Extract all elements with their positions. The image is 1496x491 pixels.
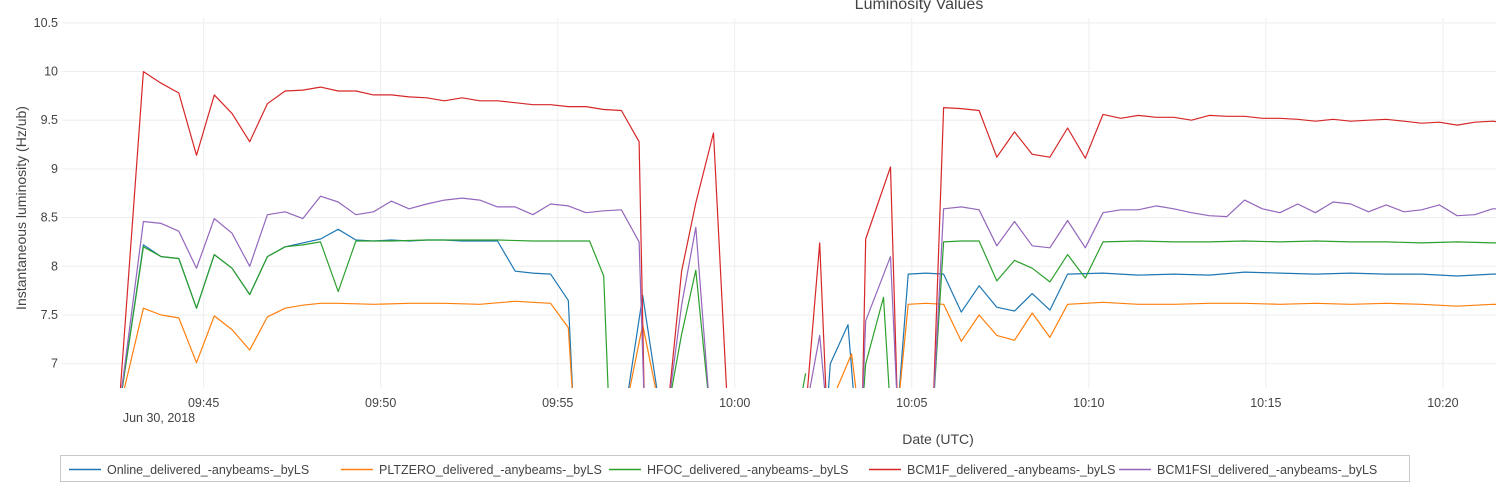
x-tick-label: 09:55 <box>542 396 573 410</box>
legend-label: Online_delivered_-anybeams-_byLS <box>107 463 309 477</box>
x-tick-label: 10:20 <box>1427 396 1458 410</box>
legend-item[interactable]: PLTZERO_delivered_-anybeams-_byLS <box>341 463 602 477</box>
legend-entries: Online_delivered_-anybeams-_byLS PLTZERO_… <box>69 463 1377 477</box>
y-tick-label: 8 <box>51 259 58 273</box>
y-tick-label: 7.5 <box>41 308 58 322</box>
legend-label: PLTZERO_delivered_-anybeams-_byLS <box>379 463 602 477</box>
chart-title: Luminosity Values <box>855 0 984 13</box>
y-tick-label: 8.5 <box>41 211 58 225</box>
x-tick-label: 10:15 <box>1250 396 1281 410</box>
y-axis-title: Instantaneous luminosity (Hz/ub) <box>13 106 29 310</box>
grid <box>62 18 1496 388</box>
legend-item[interactable]: HFOC_delivered_-anybeams-_byLS <box>609 463 848 477</box>
legend: Online_delivered_-anybeams-_byLS PLTZERO_… <box>60 455 1410 482</box>
legend-label: HFOC_delivered_-anybeams-_byLS <box>647 463 848 477</box>
legend-item[interactable]: BCM1F_delivered_-anybeams-_byLS <box>869 463 1115 477</box>
y-tick-label: 9 <box>51 162 58 176</box>
series-line-5[interactable] <box>119 195 1496 412</box>
y-tick-label: 10.5 <box>34 16 58 30</box>
y-tick-label: 7 <box>51 357 58 371</box>
y-tick-label: 9.5 <box>41 113 58 127</box>
legend-label: BCM1FSI_delivered_-anybeams-_byLS <box>1157 463 1377 477</box>
x-tick-label: 10:10 <box>1073 396 1104 410</box>
y-axis: 7 7.5 8 8.5 9 9.5 10 10.5 <box>34 16 58 371</box>
y-tick-label: 10 <box>44 65 58 79</box>
x-tick-label: 10:05 <box>896 396 927 410</box>
x-tick-label: 10:00 <box>719 396 750 410</box>
legend-label: BCM1F_delivered_-anybeams-_byLS <box>907 463 1115 477</box>
x-axis-date-label: Jun 30, 2018 <box>123 411 195 425</box>
plot-area[interactable] <box>119 71 1496 413</box>
legend-item[interactable]: Online_delivered_-anybeams-_byLS <box>69 463 309 477</box>
x-tick-label: 09:50 <box>365 396 396 410</box>
series-line-3[interactable] <box>119 239 1496 412</box>
x-axis: 09:45 09:50 09:55 10:00 10:05 10:10 10:15 10:20 <box>188 396 1459 410</box>
series-line-2[interactable] <box>119 300 1496 412</box>
legend-item[interactable]: BCM1FSI_delivered_-anybeams-_byLS <box>1119 463 1377 477</box>
x-axis-title: Date (UTC) <box>902 431 974 447</box>
x-tick-label: 09:45 <box>188 396 219 410</box>
series-line-4[interactable] <box>119 71 1496 413</box>
